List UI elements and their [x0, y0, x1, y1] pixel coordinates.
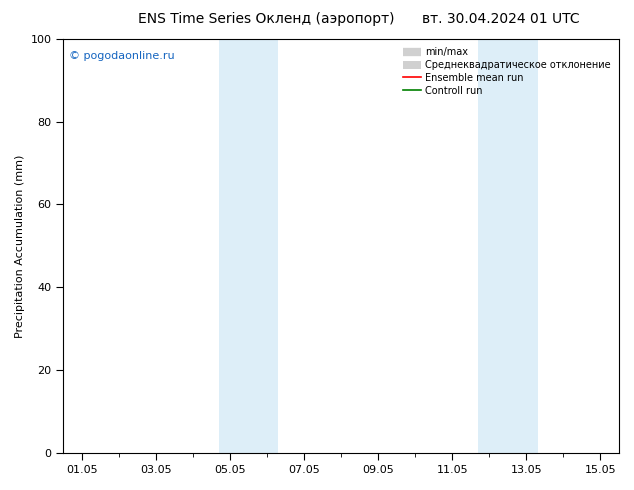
Legend: min/max, Среднеквадратическое отклонение, Ensemble mean run, Controll run: min/max, Среднеквадратическое отклонение…: [399, 44, 614, 100]
Text: © pogodaonline.ru: © pogodaonline.ru: [69, 51, 174, 61]
Bar: [219, 39, 249, 453]
Bar: [478, 39, 508, 453]
Text: вт. 30.04.2024 01 UTC: вт. 30.04.2024 01 UTC: [422, 12, 579, 26]
Text: ENS Time Series Окленд (аэропорт): ENS Time Series Окленд (аэропорт): [138, 12, 394, 26]
Bar: [249, 39, 278, 453]
Bar: [508, 39, 538, 453]
Y-axis label: Precipitation Accumulation (mm): Precipitation Accumulation (mm): [15, 154, 25, 338]
